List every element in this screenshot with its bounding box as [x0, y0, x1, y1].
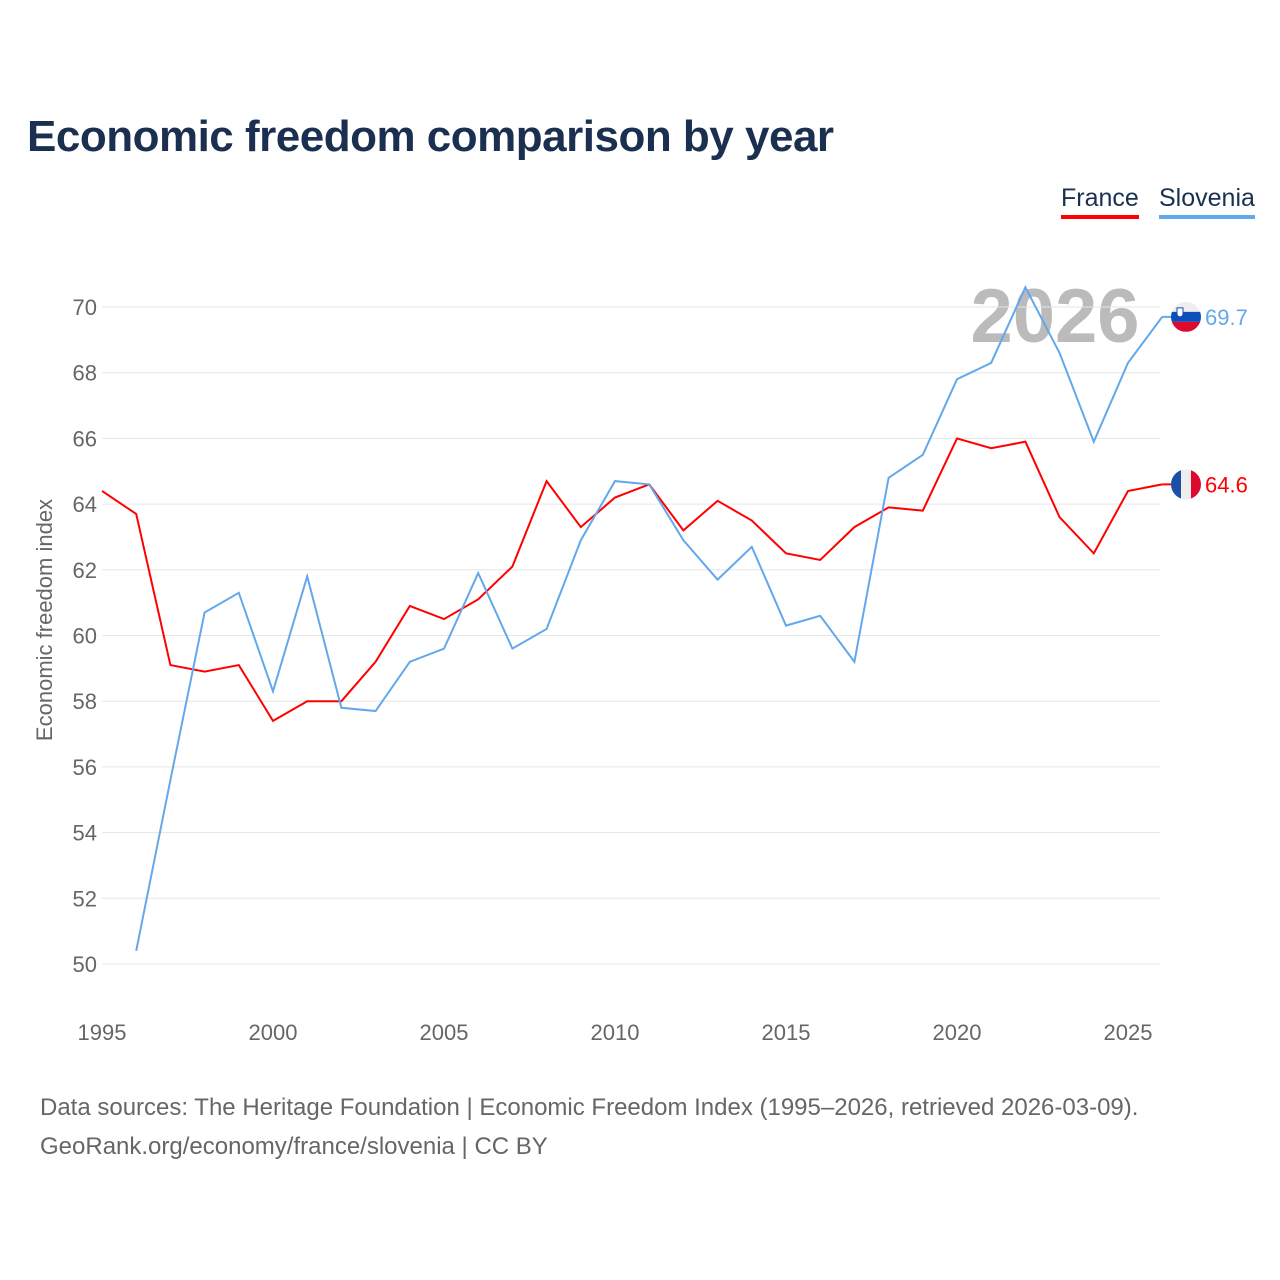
flag-red	[1191, 469, 1201, 500]
y-tick-label: 58	[73, 689, 97, 714]
y-tick-label: 66	[73, 426, 97, 451]
legend-slovenia[interactable]: Slovenia	[1159, 184, 1255, 219]
x-tick-label: 2000	[249, 1020, 298, 1045]
end-value-label: 69.7	[1205, 305, 1248, 330]
legend-france[interactable]: France	[1061, 184, 1139, 219]
slovenia-flag-icon	[1171, 301, 1201, 332]
series-line-france	[101, 437, 1163, 723]
x-tick-label: 2010	[591, 1020, 640, 1045]
france-flag-icon	[1171, 469, 1201, 500]
y-tick-label: 62	[73, 558, 97, 583]
y-tick-label: 56	[73, 755, 97, 780]
y-tick-label: 64	[73, 492, 97, 517]
x-tick-label: 2020	[933, 1020, 982, 1045]
x-tick-label: 1995	[78, 1020, 127, 1045]
chart-title: Economic freedom comparison by year	[27, 112, 834, 161]
x-tick-label: 2015	[762, 1020, 811, 1045]
flag-red	[1171, 321, 1201, 332]
source-line-1: Data sources: The Heritage Foundation | …	[40, 1094, 1139, 1121]
x-tick-label: 2025	[1104, 1020, 1153, 1045]
y-tick-label: 54	[73, 821, 97, 846]
y-tick-label: 52	[73, 886, 97, 911]
series-line-slovenia	[135, 285, 1164, 952]
flag-white	[1181, 469, 1191, 500]
source-line-2[interactable]: GeoRank.org/economy/france/slovenia | CC…	[40, 1133, 548, 1160]
coat-of-arms	[1176, 307, 1184, 318]
y-tick-label: 50	[73, 952, 97, 977]
x-tick-label: 2005	[420, 1020, 469, 1045]
flag-white	[1171, 301, 1201, 312]
flag-blue	[1171, 311, 1201, 322]
end-value-label: 64.6	[1205, 472, 1248, 497]
y-axis-label: Economic freedom index	[32, 499, 57, 741]
y-tick-label: 68	[73, 361, 97, 386]
flag-blue	[1171, 469, 1181, 500]
source-note: Data sources: The Heritage Foundation | …	[40, 1088, 1138, 1166]
y-tick-label: 60	[73, 624, 97, 649]
y-tick-label: 70	[73, 295, 97, 320]
